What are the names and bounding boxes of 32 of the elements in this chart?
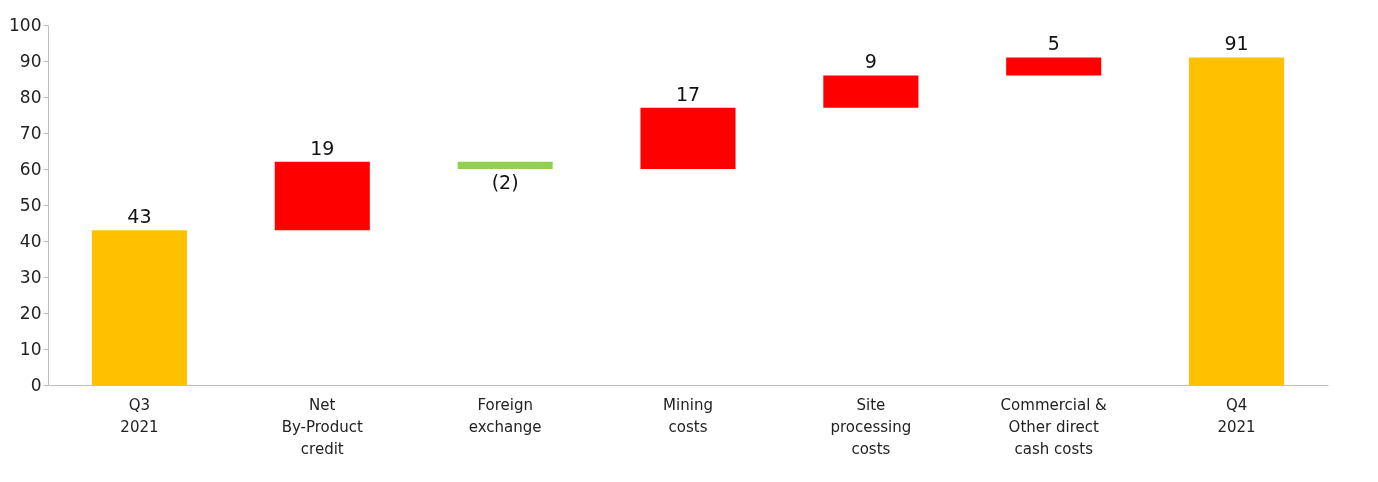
data-label: 9 bbox=[864, 50, 877, 73]
y-tick-label: 20 bbox=[19, 302, 42, 323]
data-label: 91 bbox=[1224, 32, 1249, 55]
data-label: 19 bbox=[310, 136, 335, 159]
bar bbox=[1006, 57, 1102, 76]
data-label: 43 bbox=[127, 205, 152, 228]
bar bbox=[457, 161, 553, 169]
y-tick-label: 60 bbox=[19, 158, 42, 179]
y-tick-label: 40 bbox=[19, 230, 42, 251]
data-label: 17 bbox=[675, 82, 701, 105]
x-tick-label: Net By-Product credit bbox=[281, 395, 364, 458]
bar bbox=[274, 161, 370, 231]
y-tick-label: 80 bbox=[19, 86, 42, 107]
x-tick-label: Commercial & Other direct cash costs bbox=[1000, 395, 1108, 458]
x-tick-label: Q4 2021 bbox=[1217, 395, 1256, 436]
bar bbox=[91, 230, 187, 385]
y-tick-label: 50 bbox=[19, 194, 42, 215]
x-tick-label: Q3 2021 bbox=[120, 395, 159, 436]
data-label: 5 bbox=[1047, 32, 1060, 55]
x-tick-label: Mining costs bbox=[663, 395, 713, 436]
bar bbox=[640, 107, 736, 169]
y-tick-label: 90 bbox=[19, 50, 42, 71]
y-tick-label: 30 bbox=[19, 266, 42, 287]
y-tick-label: 70 bbox=[19, 122, 42, 143]
y-tick-label: 100 bbox=[9, 14, 42, 35]
data-label: (2) bbox=[491, 171, 519, 193]
y-tick-label: 10 bbox=[19, 338, 42, 359]
bar bbox=[823, 75, 919, 108]
x-tick-label: Foreign exchange bbox=[468, 395, 542, 436]
bar bbox=[1189, 57, 1285, 385]
x-tick-label: Site processing costs bbox=[830, 395, 912, 458]
y-tick-label: 0 bbox=[30, 374, 42, 395]
